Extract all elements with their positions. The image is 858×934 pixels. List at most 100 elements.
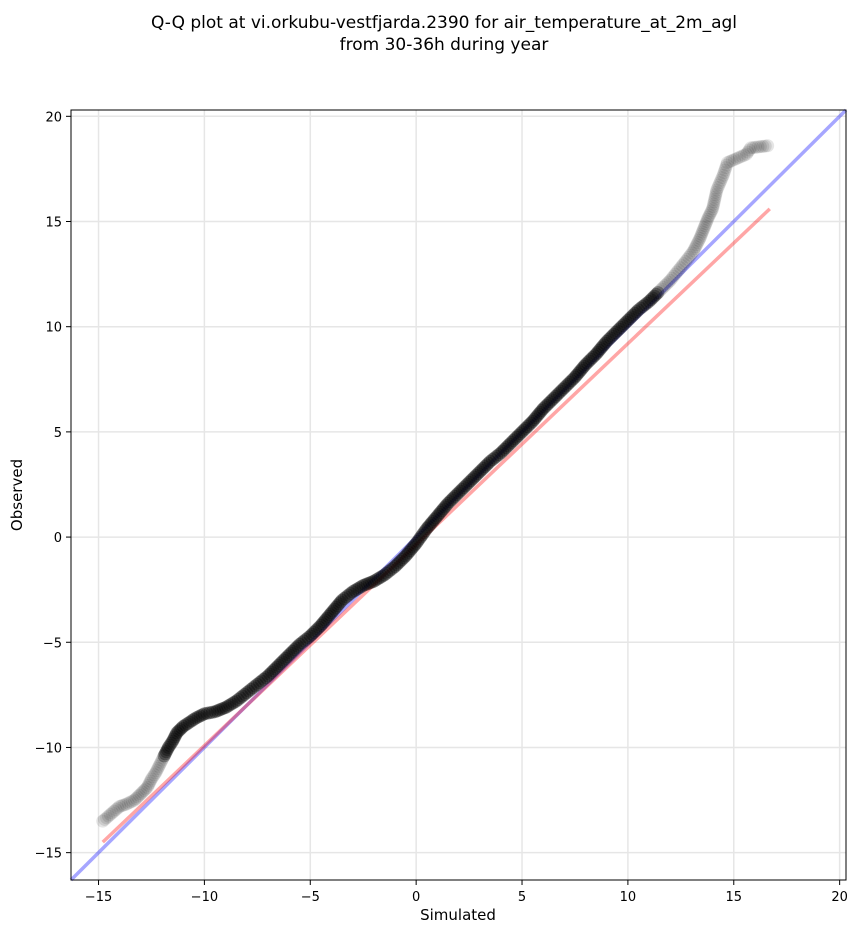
quantile-point: [677, 257, 691, 271]
quantile-point: [571, 367, 585, 381]
quantile-point: [636, 299, 650, 313]
quantile-point: [137, 784, 151, 798]
quantile-point: [208, 705, 222, 719]
quantile-point: [142, 776, 156, 790]
quantile-point: [758, 139, 772, 153]
quantile-point: [96, 814, 110, 828]
quantile-point: [487, 451, 501, 465]
quantile-point: [690, 238, 704, 252]
quantile-point: [712, 178, 726, 192]
quantile-point: [667, 269, 681, 283]
quantile-point: [607, 327, 621, 341]
quantile-point: [252, 676, 266, 690]
quantile-point: [597, 338, 611, 352]
quantile-point: [554, 384, 568, 398]
quantile-point: [703, 206, 717, 220]
quantile-point: [282, 648, 296, 662]
quantile-point: [577, 359, 591, 373]
quantile-point: [737, 148, 751, 162]
quantile-point: [701, 210, 715, 224]
quantile-point: [210, 704, 224, 718]
quantile-point: [314, 618, 328, 632]
quantile-point: [535, 404, 549, 418]
quantile-point: [295, 636, 309, 650]
quantile-point: [661, 275, 675, 289]
quantile-point: [123, 795, 137, 809]
quantile-point: [617, 317, 631, 331]
quantile-point: [550, 388, 564, 402]
quantile-point: [559, 379, 573, 393]
quantile-point: [469, 468, 483, 482]
quantile-point: [549, 389, 563, 403]
quantile-point: [307, 625, 321, 639]
quantile-point: [131, 790, 145, 804]
quantile-point: [424, 516, 438, 530]
quantile-point: [111, 801, 125, 815]
quantile-point: [189, 711, 203, 725]
quantile-point: [696, 223, 710, 237]
quantile-point: [694, 229, 708, 243]
quantile-point: [692, 233, 706, 247]
quantile-point: [344, 586, 358, 600]
quantile-point: [471, 467, 485, 481]
quantile-point: [605, 329, 619, 343]
quantile-point: [459, 479, 473, 493]
quantile-point: [545, 393, 559, 407]
quantile-point: [673, 261, 687, 275]
quantile-point: [388, 560, 402, 574]
quantile-point: [621, 313, 635, 327]
quantile-point: [303, 629, 317, 643]
quantile-point: [375, 569, 389, 583]
quantile-point: [248, 679, 262, 693]
quantile-point: [649, 287, 663, 301]
quantile-point: [441, 496, 455, 510]
quantile-point: [708, 190, 722, 204]
quantile-point: [603, 331, 617, 345]
quantile-point: [323, 608, 337, 622]
quantile-point: [98, 812, 112, 826]
quantile-point: [216, 701, 230, 715]
x-tick-label: 15: [725, 890, 742, 905]
quantile-point: [675, 259, 689, 273]
quantile-point: [164, 736, 178, 750]
quantile-point: [697, 221, 711, 235]
quantile-point: [263, 667, 277, 681]
x-tick-label: 10: [620, 890, 637, 905]
quantile-point: [397, 551, 411, 565]
quantile-point: [644, 293, 658, 307]
quantile-point: [511, 428, 525, 442]
quantile-point: [680, 252, 694, 266]
quantile-point: [626, 308, 640, 322]
quantile-point: [623, 312, 637, 326]
quantile-point: [255, 674, 269, 688]
quantile-point: [508, 432, 522, 446]
quantile-point: [155, 753, 169, 767]
quantile-point: [377, 568, 391, 582]
quantile-point: [589, 347, 603, 361]
quantile-point: [284, 646, 298, 660]
quantile-point: [705, 204, 719, 218]
quantile-point: [334, 595, 348, 609]
quantile-point: [744, 141, 758, 155]
identity-line: [69, 108, 848, 882]
reference-lines: [69, 108, 848, 882]
quantile-point: [332, 597, 346, 611]
quantile-point: [492, 448, 506, 462]
quantile-point: [275, 655, 289, 669]
quantile-point: [405, 542, 419, 556]
quantile-point: [384, 563, 398, 577]
quantile-point: [536, 402, 550, 416]
quantile-point: [293, 637, 307, 651]
quantile-point: [261, 669, 275, 683]
quantile-point: [478, 460, 492, 474]
quantile-point: [600, 334, 614, 348]
quantile-point: [337, 592, 351, 606]
quantile-point: [341, 588, 355, 602]
quantile-point: [297, 634, 311, 648]
quantile-point: [691, 236, 705, 250]
quantile-point: [716, 168, 730, 182]
quantile-point: [656, 280, 670, 294]
quantile-point: [642, 294, 656, 308]
quantile-point: [157, 749, 171, 763]
quantile-point: [113, 799, 127, 813]
